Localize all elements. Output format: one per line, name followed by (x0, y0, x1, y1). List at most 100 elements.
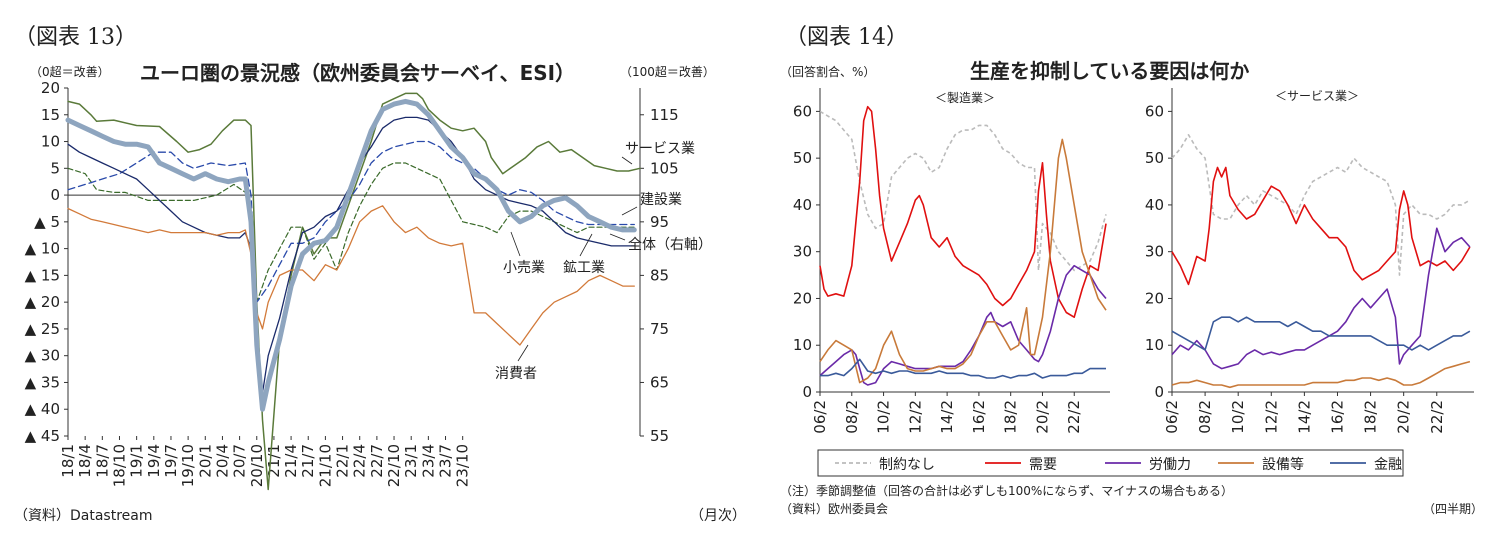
left-tick-label: ▲ 40 (25, 400, 60, 418)
y-tick-label: 10 (1145, 336, 1164, 354)
y-tick-label: 40 (1145, 196, 1164, 214)
y-tick-label: 0 (1154, 383, 1164, 401)
x-tick-label: 18/2 (1002, 400, 1020, 434)
y-tick-label: 60 (793, 102, 812, 120)
right-tick-label: 75 (650, 320, 669, 338)
series-line-0 (67, 92, 641, 491)
x-tick-label: 22/4 (351, 444, 369, 478)
x-tick-label: 10/2 (1229, 400, 1247, 434)
panel-manufacturing-title: ＜製造業＞ (935, 91, 995, 105)
x-tick-label: 21/10 (316, 444, 334, 487)
x-tick-label: 19/4 (145, 444, 163, 478)
x-tick-label: 12/2 (1262, 400, 1280, 434)
x-tick-label: 10/2 (875, 400, 893, 434)
label-industry: 鉱工業 (563, 259, 605, 276)
x-tick-label: 22/7 (368, 444, 386, 478)
left-tick-label: ▲ 35 (25, 373, 60, 391)
x-tick-label: 22/2 (1065, 400, 1083, 434)
y-tick-label: 0 (802, 383, 812, 401)
figure14-legend: 制約なし 需要 労働力 設備等 金融 (817, 449, 1404, 477)
x-tick-label: 14/2 (938, 400, 956, 434)
x-tick-label: 21/4 (282, 444, 300, 478)
figure13-source: （資料）Datastream (14, 508, 153, 524)
x-tick-label: 21/1 (265, 444, 283, 478)
left-tick-label: ▲ 10 (25, 240, 60, 258)
left-tick-label: ▲ 15 (25, 266, 60, 284)
series-line-5 (65, 98, 637, 412)
series-line-0 (819, 110, 1107, 272)
legend-label-2: 労働力 (1149, 457, 1191, 473)
leader-industry (579, 233, 593, 257)
series-line-1 (1171, 166, 1471, 286)
panel-manufacturing-chart: 0 10 20 30 40 50 60 06/2 08/2 10/2 12/2 14/2 16/2 18/… (793, 88, 1110, 434)
series-line-4 (1171, 316, 1471, 351)
y-tick-label: 60 (1145, 102, 1164, 120)
panel-services-title: ＜サービス業＞ (1275, 89, 1359, 103)
left-tick-label: 20 (41, 79, 60, 97)
right-tick-label: 55 (650, 427, 669, 445)
x-tick-label: 16/2 (1328, 400, 1346, 434)
series-line-2 (1171, 227, 1471, 370)
leader-overall (609, 233, 626, 241)
x-tick-label: 22/10 (385, 444, 403, 487)
series-line-0 (1171, 134, 1471, 276)
x-tick-label: 23/4 (419, 444, 437, 478)
figure14-source: （資料）欧州委員会 (780, 502, 888, 516)
legend-label-1: 需要 (1029, 457, 1057, 473)
x-tick-label: 18/4 (76, 444, 94, 478)
figure13-right-unit: （100超＝改善） (620, 64, 715, 79)
label-retail: 小売業 (503, 260, 545, 276)
y-tick-label: 20 (793, 289, 812, 307)
label-services: サービス業 (625, 141, 695, 157)
x-tick-label: 16/2 (970, 400, 988, 434)
y-tick-label: 30 (1145, 243, 1164, 261)
left-tick-label: 5 (50, 159, 60, 177)
panel-services-chart: 0 10 20 30 40 50 60 06/2 08/2 10/2 12/2 14/2 16/2 18/… (1145, 88, 1474, 434)
y-tick-label: 30 (793, 243, 812, 261)
x-tick-label: 06/2 (1163, 400, 1181, 434)
y-tick-label: 20 (1145, 289, 1164, 307)
x-tick-label: 20/2 (1395, 400, 1413, 434)
left-tick-label: 15 (41, 106, 60, 124)
legend-label-4: 金融 (1374, 457, 1402, 473)
leader-construction (621, 206, 638, 216)
leader-services (621, 156, 633, 165)
y-tick-label: 10 (793, 336, 812, 354)
series-line-3 (819, 138, 1107, 384)
x-tick-label: 20/1 (196, 444, 214, 478)
y-tick-label: 50 (793, 149, 812, 167)
left-tick-label: ▲ 45 (25, 427, 60, 445)
left-tick-label: ▲ 30 (25, 347, 60, 365)
x-tick-label: 18/7 (93, 444, 111, 478)
x-tick-label: 20/2 (1033, 400, 1051, 434)
left-tick-label: 10 (41, 133, 60, 151)
figure14-x-unit: （四半期） (1423, 502, 1483, 516)
figure13-label: （図表 13） (14, 25, 137, 50)
x-tick-label: 20/4 (213, 444, 231, 478)
legend-label-0: 制約なし (879, 457, 935, 473)
x-tick-label: 08/2 (1196, 400, 1214, 434)
x-tick-label: 23/1 (402, 444, 420, 478)
label-consumer: 消費者 (495, 366, 537, 382)
series-line-4 (820, 358, 1106, 379)
figure14-title: 生産を抑制している要因は何か (970, 59, 1249, 83)
x-tick-label: 19/1 (128, 444, 146, 478)
left-tick-label: ▲ 25 (25, 320, 60, 338)
leader-consumer (517, 344, 529, 362)
figure14-label: （図表 14） (785, 25, 908, 50)
legend-label-3: 設備等 (1262, 456, 1304, 473)
x-tick-label: 18/10 (110, 444, 128, 487)
x-tick-label: 23/10 (454, 444, 472, 487)
x-tick-label: 21/7 (299, 444, 317, 478)
figure13-title: ユーロ圏の景況感（欧州委員会サーベイ、ESI） (140, 61, 575, 85)
x-tick-label: 18/2 (1362, 400, 1380, 434)
x-tick-label: 06/2 (811, 400, 829, 434)
y-tick-label: 40 (793, 196, 812, 214)
x-tick-label: 19/7 (162, 444, 180, 478)
label-overall: 全体（右軸） (628, 236, 712, 253)
x-tick-label: 20/10 (248, 444, 266, 487)
series-line-3 (67, 116, 635, 394)
x-tick-label: 19/10 (179, 444, 197, 487)
x-tick-label: 18/1 (59, 444, 77, 478)
